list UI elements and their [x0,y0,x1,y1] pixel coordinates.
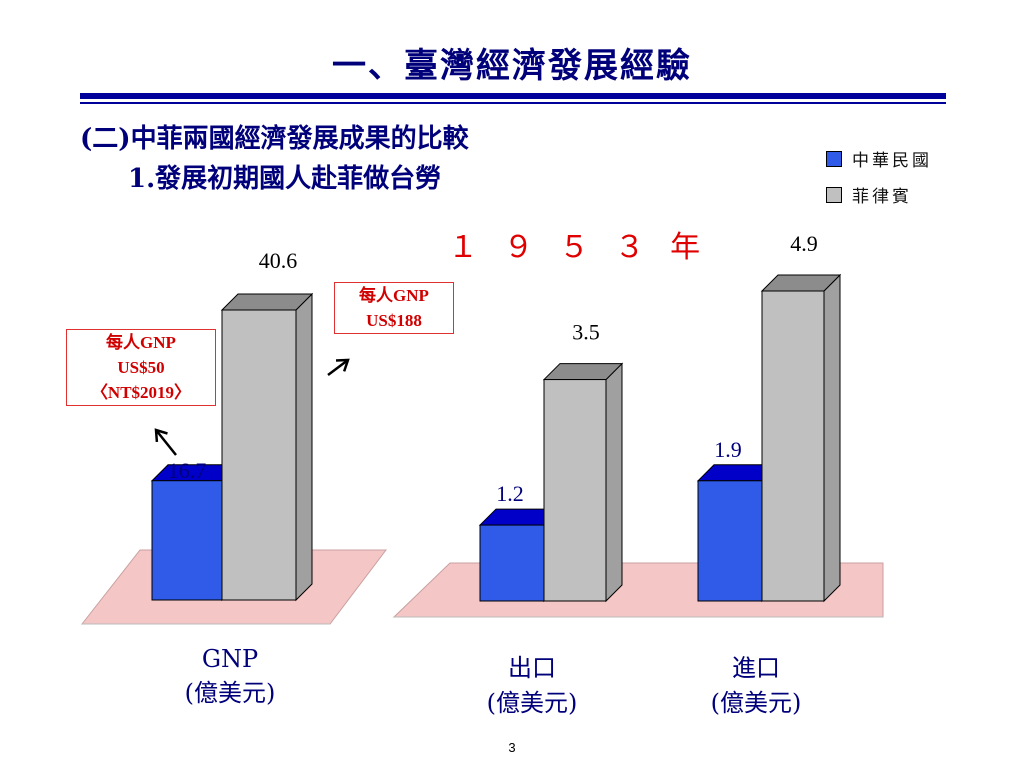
value-label-gnp-roc: 16.7 [168,458,207,483]
ph-gnp-note: 每人GNP US$188 [334,282,454,334]
arrow-ph-note [327,359,349,376]
value-label-export-roc: 1.2 [496,481,524,506]
legend-swatch-roc [826,150,842,167]
category-export-line-1: 出口 [508,654,556,682]
category-gnp-line-2: (億美元) [184,679,276,707]
bar-gnp-ph-top [220,293,314,311]
roc-note-line-1: 每人GNP [106,333,176,352]
ph-note-line-1: 每人GNP [359,286,429,305]
legend-swatch-ph [826,186,842,203]
title-rule-thin [80,102,946,104]
category-export-line-2: (億美元) [486,689,578,717]
section-subtitle-2: 1.發展初期國人赴菲做台勞 [128,164,442,194]
category-gnp-line-1: GNP [201,645,259,673]
roc-gnp-note: 每人GNP US$50 〈NT$2019〉 [66,329,216,406]
bar-import-roc [697,480,763,602]
ph-note-line-2: US$188 [366,311,422,330]
category-import-line-2: (億美元) [710,689,802,717]
title-rule-thick [80,93,946,99]
arrow-roc-note [155,429,177,456]
value-label-gnp-ph: 40.6 [259,248,298,273]
bar-export-ph [543,379,607,602]
arrow-ph-note-head [335,358,350,372]
value-label-import-ph: 4.9 [790,231,818,256]
bar-gnp-roc [151,480,223,601]
bar-gnp-ph [221,309,297,601]
legend-label-ph: 菲律賓 [852,187,912,207]
section-subtitle: (二)中菲兩國經濟發展成果的比較 [80,124,469,154]
bar-import-ph-side [823,273,841,603]
bar-export-roc [479,524,545,602]
category-label-gnp: GNP (億美元) [160,645,300,708]
legend-label-roc: 中華民國 [852,151,932,171]
roc-note-line-3: 〈NT$2019〉 [90,383,192,402]
value-label-export-ph: 3.5 [572,320,600,345]
slide-title: 一、臺灣經濟發展經驗 [332,46,692,86]
year-label: １ ９ ５ ３ 年 [448,230,709,265]
legend-item-ph: 菲律賓 [826,182,912,207]
category-label-export: 出口 (億美元) [462,648,602,718]
page-number: 3 [508,740,516,755]
roc-note-line-2: US$50 [117,358,165,377]
legend-item-roc: 中華民國 [826,146,932,171]
category-import-line-1: 進口 [732,654,780,682]
bar-export-ph-side [605,362,623,603]
arrow-roc-note-head [154,428,168,443]
bar-import-ph [761,290,825,602]
category-label-import: 進口 (億美元) [686,648,826,718]
bar-gnp-ph-side [295,292,313,602]
value-label-import-roc: 1.9 [714,437,742,462]
